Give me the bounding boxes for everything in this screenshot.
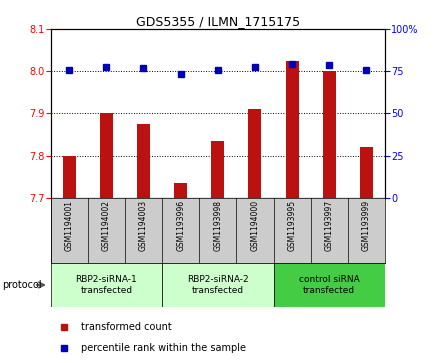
Text: GSM1193996: GSM1193996 xyxy=(176,200,185,251)
Text: GSM1194001: GSM1194001 xyxy=(65,200,73,251)
Title: GDS5355 / ILMN_1715175: GDS5355 / ILMN_1715175 xyxy=(136,15,300,28)
Bar xyxy=(62,156,76,198)
Text: transformed count: transformed count xyxy=(81,322,172,332)
Bar xyxy=(137,124,150,198)
Text: GSM1194002: GSM1194002 xyxy=(102,200,111,251)
Bar xyxy=(51,263,162,307)
Bar xyxy=(162,263,274,307)
Text: GSM1194000: GSM1194000 xyxy=(250,200,260,251)
Bar xyxy=(274,263,385,307)
Text: GSM1193999: GSM1193999 xyxy=(362,200,371,251)
Text: GSM1193995: GSM1193995 xyxy=(288,200,297,251)
Bar xyxy=(249,109,261,198)
Text: RBP2-siRNA-1
transfected: RBP2-siRNA-1 transfected xyxy=(75,275,137,295)
Bar xyxy=(174,183,187,198)
Bar xyxy=(211,141,224,198)
Text: GSM1193997: GSM1193997 xyxy=(325,200,334,251)
Text: GSM1194003: GSM1194003 xyxy=(139,200,148,251)
Text: GSM1193998: GSM1193998 xyxy=(213,200,222,251)
Text: control siRNA
transfected: control siRNA transfected xyxy=(299,275,359,295)
Text: percentile rank within the sample: percentile rank within the sample xyxy=(81,343,246,353)
Text: protocol: protocol xyxy=(2,280,42,290)
Bar xyxy=(360,147,373,198)
Bar xyxy=(286,61,299,198)
Text: RBP2-siRNA-2
transfected: RBP2-siRNA-2 transfected xyxy=(187,275,249,295)
Bar xyxy=(100,113,113,198)
Bar xyxy=(323,71,336,198)
